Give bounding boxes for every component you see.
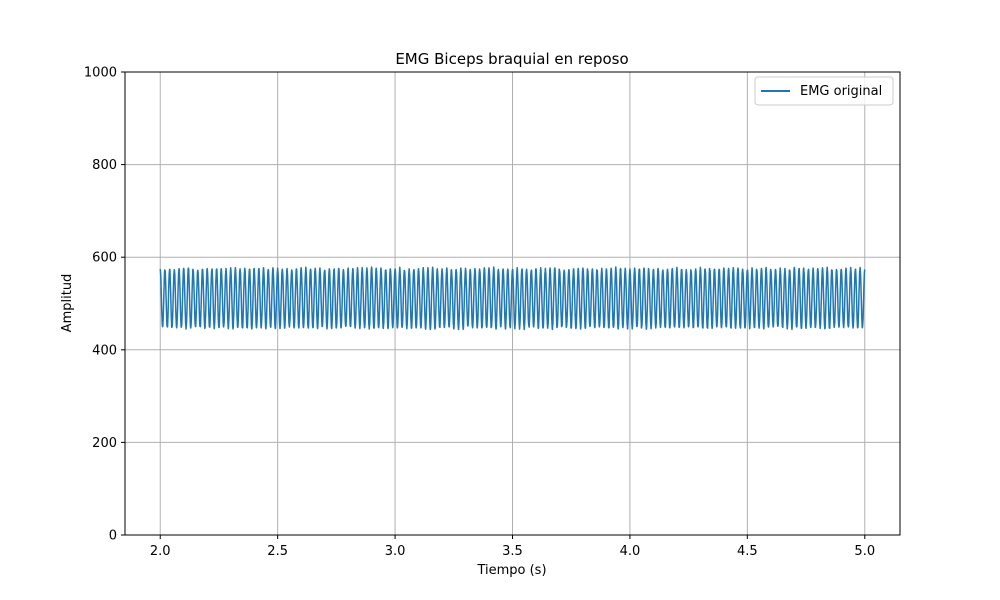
y-tick-label: 0 bbox=[109, 529, 117, 544]
x-tick-label: 2.0 bbox=[150, 544, 171, 559]
y-axis-label: Amplitud bbox=[60, 274, 75, 333]
x-tick-label: 3.0 bbox=[385, 544, 406, 559]
series-line-emg-original bbox=[159, 266, 866, 331]
ticks: 2.0 2.5 3.0 3.5 4.0 4.5 5.0 0 200 400 600 800 1000 bbox=[84, 66, 875, 560]
legend-box bbox=[754, 76, 894, 106]
x-tick-label: 2.5 bbox=[267, 544, 288, 559]
chart-title: EMG Biceps braquial en reposo bbox=[395, 50, 628, 68]
x-tick-label: 4.0 bbox=[620, 544, 641, 559]
legend: EMG original bbox=[754, 76, 894, 106]
y-tick-label: 1000 bbox=[84, 66, 117, 81]
x-tick-label: 5.0 bbox=[854, 544, 875, 559]
y-tick-label: 800 bbox=[92, 158, 117, 173]
series-layer bbox=[159, 266, 866, 331]
x-tick-label: 3.5 bbox=[502, 544, 523, 559]
x-tick-label: 4.5 bbox=[737, 544, 758, 559]
y-tick-label: 600 bbox=[92, 251, 117, 266]
x-axis-label: Tiempo (s) bbox=[476, 563, 546, 578]
y-tick-label: 400 bbox=[92, 343, 117, 358]
legend-label-emg-original: EMG original bbox=[800, 84, 882, 99]
y-tick-label: 200 bbox=[92, 436, 117, 451]
